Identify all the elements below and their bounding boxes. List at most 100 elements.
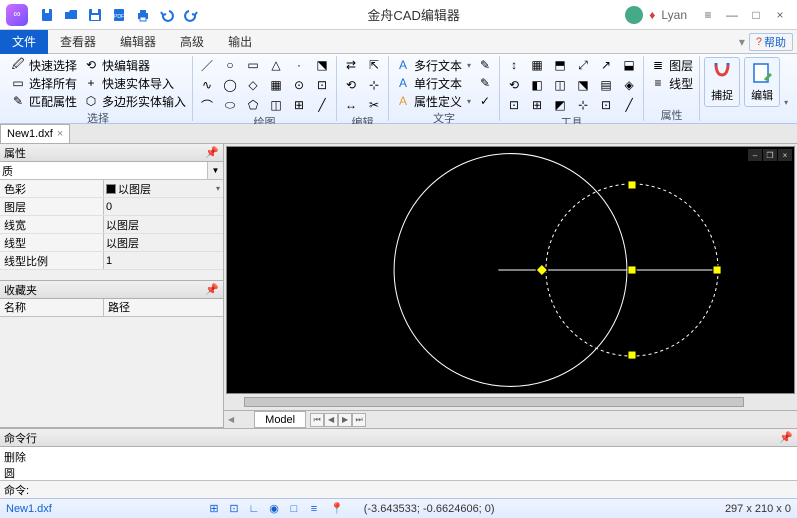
tool-icon[interactable]: ↕ bbox=[504, 56, 524, 74]
status-grid-icon[interactable]: ⊞ bbox=[206, 501, 222, 517]
tool-icon[interactable]: ⊹ bbox=[573, 96, 593, 114]
pin-icon[interactable]: 📌 bbox=[205, 283, 219, 296]
tool-icon[interactable]: ⟲ bbox=[504, 76, 524, 94]
prop-row[interactable]: 色彩以图层▾ bbox=[0, 180, 223, 198]
tool-icon[interactable]: ⟲ bbox=[341, 76, 361, 94]
tool-icon[interactable]: ╱ bbox=[312, 96, 332, 114]
canvas-min-icon[interactable]: – bbox=[748, 149, 762, 161]
canvas-max-icon[interactable]: ❐ bbox=[763, 149, 777, 161]
edit-button[interactable]: 编辑 bbox=[744, 57, 780, 107]
prop-row[interactable]: 线型以图层 bbox=[0, 234, 223, 252]
pdf-icon[interactable]: PDF bbox=[108, 4, 130, 26]
import-entity[interactable]: +快速实体导入 bbox=[81, 74, 188, 92]
text-tool-1[interactable]: ✎ bbox=[475, 56, 495, 74]
minimize-icon[interactable]: — bbox=[721, 4, 743, 26]
tool-icon[interactable]: ⬒ bbox=[550, 56, 570, 74]
tool-icon[interactable]: ◫ bbox=[266, 96, 286, 114]
save-icon[interactable] bbox=[84, 4, 106, 26]
doc-tab[interactable]: New1.dxf × bbox=[0, 124, 70, 143]
tool-icon[interactable]: ◯ bbox=[220, 76, 240, 94]
maximize-icon[interactable]: □ bbox=[745, 4, 767, 26]
quick-editor[interactable]: ⟲快编辑器 bbox=[81, 56, 188, 74]
tab-file[interactable]: 文件 bbox=[0, 30, 48, 54]
tool-icon[interactable]: ◧ bbox=[527, 76, 547, 94]
tool-icon[interactable]: ⬓ bbox=[619, 56, 639, 74]
tool-icon[interactable]: ⌒ bbox=[197, 96, 217, 114]
tool-icon[interactable]: ⊡ bbox=[504, 96, 524, 114]
avatar[interactable] bbox=[625, 6, 643, 24]
redo-icon[interactable] bbox=[180, 4, 202, 26]
match-props[interactable]: ✎匹配属性 bbox=[8, 92, 79, 110]
tool-icon[interactable]: ○ bbox=[220, 56, 240, 74]
canvas-close-icon[interactable]: × bbox=[778, 149, 792, 161]
attrdef[interactable]: A属性定义▾ bbox=[393, 92, 473, 110]
quick-select[interactable]: 🖉快速选择 bbox=[8, 56, 79, 74]
tool-icon[interactable]: ⬠ bbox=[243, 96, 263, 114]
layer-btn[interactable]: ≣图层 bbox=[648, 56, 695, 74]
nav-first-icon[interactable]: ⏮ bbox=[310, 413, 324, 427]
nav-prev-icon[interactable]: ◀ bbox=[324, 413, 338, 427]
tool-icon[interactable]: ⊞ bbox=[527, 96, 547, 114]
drawing-canvas[interactable]: – ❐ × bbox=[226, 146, 795, 394]
dropdown-icon[interactable]: ▼ bbox=[207, 162, 223, 179]
tool-icon[interactable]: ／ bbox=[197, 56, 217, 74]
text-tool-3[interactable]: ✓ bbox=[475, 92, 495, 110]
snap-button[interactable]: 捕捉 bbox=[704, 57, 740, 107]
tool-icon[interactable]: ⊹ bbox=[364, 76, 384, 94]
tab-editor[interactable]: 编辑器 bbox=[108, 30, 168, 54]
tool-icon[interactable]: ∿ bbox=[197, 76, 217, 94]
select-all[interactable]: ▭选择所有 bbox=[8, 74, 79, 92]
tool-icon[interactable]: ⬭ bbox=[220, 96, 240, 114]
tool-icon[interactable]: ⊙ bbox=[289, 76, 309, 94]
tool-icon[interactable]: ⊞ bbox=[289, 96, 309, 114]
nav-next-icon[interactable]: ▶ bbox=[338, 413, 352, 427]
tool-icon[interactable]: ▭ bbox=[243, 56, 263, 74]
print-icon[interactable] bbox=[132, 4, 154, 26]
chevron-down-icon[interactable]: ▾ bbox=[739, 35, 745, 49]
status-ortho-icon[interactable]: ∟ bbox=[246, 501, 262, 517]
status-polar-icon[interactable]: ◉ bbox=[266, 501, 282, 517]
tab-output[interactable]: 输出 bbox=[216, 30, 264, 54]
tool-icon[interactable]: ⤢ bbox=[573, 56, 593, 74]
tool-icon[interactable]: ⇱ bbox=[364, 56, 384, 74]
menu-icon[interactable]: ≡ bbox=[697, 4, 719, 26]
tool-icon[interactable]: ▦ bbox=[266, 76, 286, 94]
hscrollbar[interactable] bbox=[224, 396, 797, 410]
tool-icon[interactable]: ◩ bbox=[550, 96, 570, 114]
tool-icon[interactable]: ▤ bbox=[596, 76, 616, 94]
close-doc-icon[interactable]: × bbox=[57, 128, 63, 140]
tool-icon[interactable]: ◇ bbox=[243, 76, 263, 94]
prop-row[interactable]: 线型比例1 bbox=[0, 252, 223, 270]
tool-icon[interactable]: △ bbox=[266, 56, 286, 74]
close-icon[interactable]: × bbox=[769, 4, 791, 26]
model-tab[interactable]: Model bbox=[254, 411, 306, 428]
tool-icon[interactable]: · bbox=[289, 56, 309, 74]
linetype-btn[interactable]: ≡线型 bbox=[648, 74, 695, 92]
tool-icon[interactable]: ⬔ bbox=[312, 56, 332, 74]
tool-icon[interactable]: ↔ bbox=[341, 96, 361, 114]
prop-row[interactable]: 线宽以图层 bbox=[0, 216, 223, 234]
tool-icon[interactable]: ⬔ bbox=[573, 76, 593, 94]
tool-icon[interactable]: ▦ bbox=[527, 56, 547, 74]
undo-icon[interactable] bbox=[156, 4, 178, 26]
tab-advanced[interactable]: 高级 bbox=[168, 30, 216, 54]
status-snap-icon[interactable]: ⊡ bbox=[226, 501, 242, 517]
tool-icon[interactable]: ⊡ bbox=[596, 96, 616, 114]
pin-icon[interactable]: 📌 bbox=[779, 431, 793, 444]
new-icon[interactable] bbox=[36, 4, 58, 26]
status-lwt-icon[interactable]: ≡ bbox=[306, 501, 322, 517]
text-tool-2[interactable]: ✎ bbox=[475, 74, 495, 92]
prop-row[interactable]: 图层0 bbox=[0, 198, 223, 216]
command-input[interactable] bbox=[33, 482, 793, 497]
mtext[interactable]: A多行文本▾ bbox=[393, 56, 473, 74]
help-button[interactable]: ?帮助 bbox=[749, 33, 793, 51]
nav-last-icon[interactable]: ⏭ bbox=[352, 413, 366, 427]
tool-icon[interactable]: ↗ bbox=[596, 56, 616, 74]
entity-type-select[interactable] bbox=[0, 162, 207, 179]
status-osnap-icon[interactable]: □ bbox=[286, 501, 302, 517]
stext[interactable]: A单行文本 bbox=[393, 74, 473, 92]
tool-icon[interactable]: ◈ bbox=[619, 76, 639, 94]
tool-icon[interactable]: ⇄ bbox=[341, 56, 361, 74]
open-icon[interactable] bbox=[60, 4, 82, 26]
tool-icon[interactable]: ╱ bbox=[619, 96, 639, 114]
